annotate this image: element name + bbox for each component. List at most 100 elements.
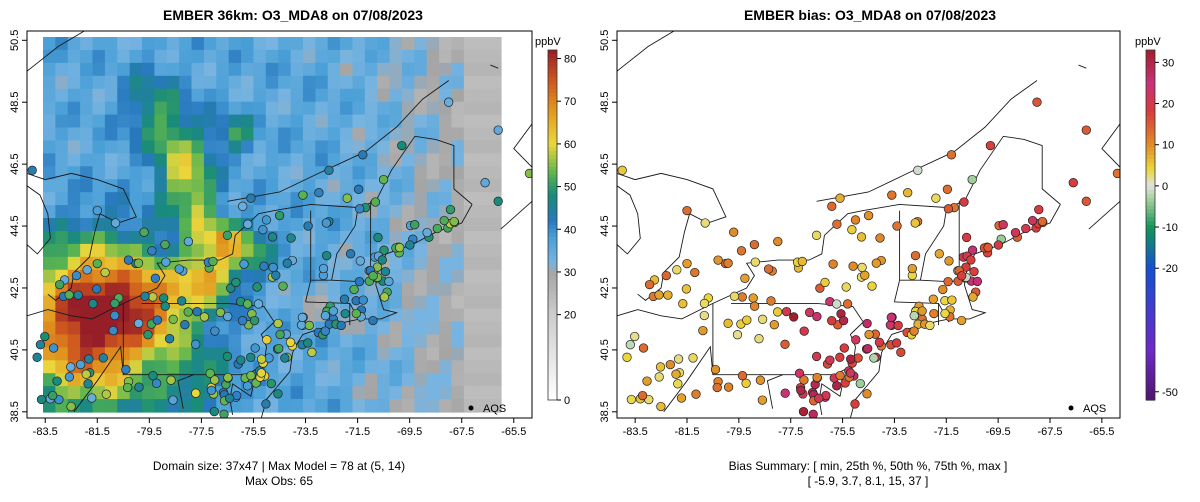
grid-cell bbox=[117, 153, 131, 167]
grid-cell bbox=[166, 88, 180, 103]
grid-cell bbox=[426, 360, 440, 374]
grid-cell bbox=[67, 218, 81, 232]
grid-cell bbox=[426, 75, 440, 90]
bias-site-marker bbox=[626, 394, 637, 405]
grid-cell bbox=[203, 282, 217, 297]
grid-cell bbox=[166, 140, 180, 154]
grid-cell bbox=[154, 282, 168, 297]
bias-site-marker bbox=[811, 230, 822, 240]
grid-cell bbox=[364, 334, 378, 348]
grid-cell bbox=[439, 37, 453, 51]
grid-cell bbox=[80, 114, 94, 129]
bias-site-marker bbox=[812, 311, 822, 322]
grid-cell bbox=[302, 373, 316, 387]
grid-cell bbox=[439, 308, 453, 323]
grid-cell bbox=[216, 205, 230, 219]
y-tick-label: 44.5 bbox=[599, 215, 611, 236]
y-tick-label: 40.5 bbox=[599, 339, 611, 360]
grid-cell bbox=[43, 75, 56, 90]
grid-cell bbox=[67, 75, 81, 90]
grid-cell bbox=[92, 230, 106, 245]
grid-cell bbox=[340, 373, 354, 387]
aqs-site-marker bbox=[209, 406, 219, 417]
grid-cell bbox=[278, 166, 292, 180]
aqs-site-marker bbox=[282, 258, 292, 268]
grid-cell bbox=[364, 101, 378, 116]
grid-cell bbox=[67, 386, 81, 400]
bias-site-marker bbox=[654, 290, 664, 300]
grid-cell bbox=[340, 282, 354, 297]
grid-cell bbox=[166, 321, 180, 336]
grid-cell bbox=[451, 230, 465, 245]
colorbar-swatch bbox=[548, 271, 557, 277]
aqs-site-marker bbox=[258, 225, 268, 235]
y-tick-label: 46.5 bbox=[599, 153, 611, 174]
grid-cell bbox=[315, 386, 329, 400]
aqs-site-marker bbox=[161, 257, 171, 267]
grid-cell bbox=[302, 243, 316, 258]
colorbar-swatch bbox=[1146, 232, 1155, 238]
grid-cell bbox=[265, 62, 279, 77]
aqs-site-marker bbox=[177, 296, 187, 306]
grid-cell bbox=[488, 256, 502, 271]
grid-cell bbox=[43, 256, 56, 271]
grid-cell bbox=[203, 101, 217, 116]
grid-cell bbox=[129, 153, 143, 167]
bias-site-marker bbox=[848, 261, 858, 271]
bias-site-marker bbox=[797, 256, 807, 267]
grid-cell bbox=[377, 334, 391, 348]
grid-cell bbox=[302, 140, 316, 154]
grid-cell bbox=[191, 114, 205, 129]
grid-cell bbox=[43, 282, 56, 297]
grid-cell bbox=[290, 386, 304, 400]
grid-cell bbox=[117, 127, 131, 142]
aqs-site-marker bbox=[64, 290, 74, 300]
grid-cell bbox=[117, 75, 131, 90]
bias-site-marker bbox=[741, 378, 751, 388]
colorbar-swatch bbox=[1146, 353, 1155, 358]
bias-site-marker bbox=[789, 312, 799, 322]
grid-cell bbox=[117, 243, 131, 258]
aqs-site-marker bbox=[358, 295, 368, 305]
grid-cell bbox=[104, 360, 118, 374]
grid-cell bbox=[129, 62, 143, 77]
grid-cell bbox=[352, 88, 366, 103]
bias-site-marker bbox=[892, 221, 902, 231]
bias-site-marker bbox=[754, 334, 764, 344]
bias-site-marker bbox=[625, 340, 635, 350]
grid-cell bbox=[488, 75, 502, 90]
colorbar-swatch bbox=[1146, 256, 1155, 261]
colorbar-swatch bbox=[1146, 69, 1155, 74]
grid-cell bbox=[364, 88, 378, 103]
colorbar-swatch bbox=[1146, 116, 1155, 121]
grid-cell bbox=[401, 399, 415, 413]
grid-cell bbox=[439, 386, 453, 400]
grid-cell bbox=[364, 347, 378, 361]
aqs-site-marker bbox=[222, 351, 233, 362]
grid-cell bbox=[451, 243, 465, 258]
grid-cell bbox=[340, 256, 354, 271]
bias-site-marker bbox=[799, 375, 809, 385]
grid-cell bbox=[315, 282, 329, 297]
aqs-site-marker bbox=[159, 293, 169, 303]
grid-cell bbox=[216, 179, 230, 193]
aqs-site-marker bbox=[147, 246, 157, 256]
bias-site-marker bbox=[820, 277, 830, 288]
grid-cell bbox=[241, 114, 255, 129]
grid-cell bbox=[67, 308, 81, 323]
grid-cell bbox=[327, 140, 341, 154]
aqs-site-marker bbox=[71, 270, 82, 281]
grid-cell bbox=[67, 49, 81, 64]
grid-cell bbox=[389, 101, 403, 116]
aqs-site-marker bbox=[342, 193, 352, 203]
grid-cell bbox=[191, 282, 205, 297]
colorbar-swatch bbox=[548, 228, 557, 234]
bias-site-marker bbox=[855, 378, 865, 389]
grid-cell bbox=[290, 88, 304, 103]
colorbar-swatch bbox=[548, 302, 557, 308]
grid-cell bbox=[55, 256, 69, 271]
grid-cell bbox=[476, 373, 490, 387]
grid-cell bbox=[315, 49, 329, 64]
x-tick-label: -71.5 bbox=[345, 426, 370, 438]
aqs-site-marker bbox=[370, 197, 381, 207]
